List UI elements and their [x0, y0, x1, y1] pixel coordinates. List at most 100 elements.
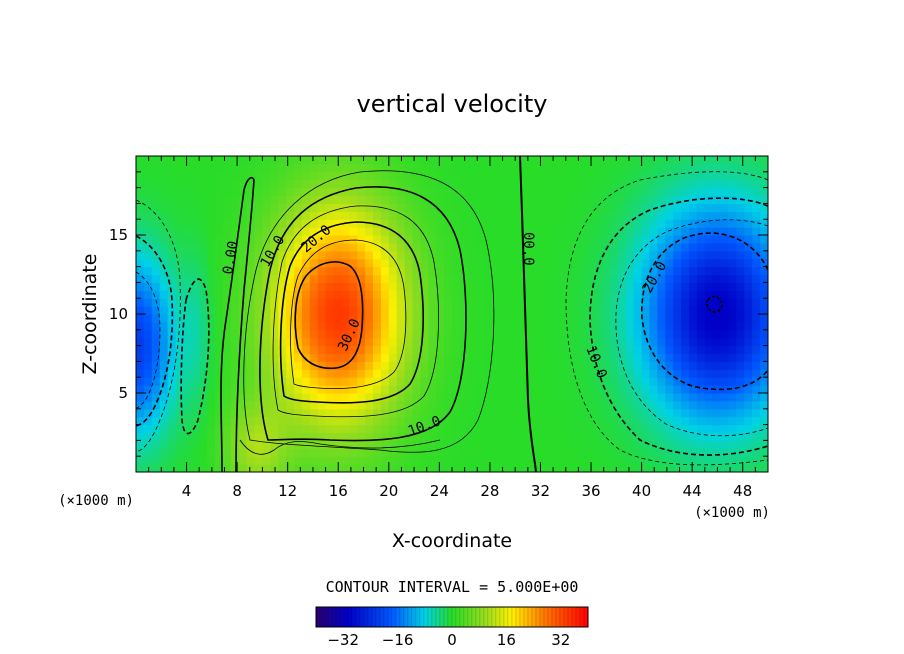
- heatmap-cell: [546, 250, 556, 260]
- heatmap-cell: [459, 211, 469, 220]
- heatmap-cell: [625, 377, 635, 386]
- heatmap-cell: [483, 329, 493, 339]
- heatmap-cell: [254, 203, 263, 212]
- heatmap-cell: [175, 408, 184, 418]
- heatmap-cell: [602, 235, 611, 244]
- heatmap-cell: [309, 314, 319, 323]
- heatmap-cell: [420, 464, 429, 472]
- heatmap-cell: [452, 211, 461, 220]
- heatmap-cell: [483, 345, 493, 355]
- colorbar-segment: [347, 606, 353, 628]
- heatmap-cell: [515, 440, 524, 449]
- heatmap-cell: [262, 242, 271, 252]
- heatmap-cell: [317, 298, 327, 307]
- heatmap-cell: [294, 163, 303, 173]
- heatmap-cell: [278, 195, 287, 204]
- heatmap-cell: [136, 385, 145, 394]
- heatmap-cell: [617, 464, 627, 472]
- heatmap-cell: [404, 250, 414, 260]
- heatmap-cell: [436, 314, 445, 323]
- heatmap-cell: [380, 464, 390, 472]
- heatmap-cell: [357, 448, 366, 457]
- heatmap-cell: [396, 377, 406, 386]
- heatmap-cell: [143, 385, 153, 394]
- heatmap-cell: [222, 187, 232, 197]
- heatmap-cell: [633, 314, 643, 323]
- heatmap-cell: [657, 393, 666, 402]
- heatmap-cell: [230, 179, 240, 189]
- heatmap-cell: [286, 219, 295, 228]
- heatmap-cell: [380, 456, 390, 465]
- heatmap-cell: [483, 321, 493, 331]
- heatmap-cell: [357, 250, 366, 260]
- heatmap-cell: [681, 448, 690, 457]
- heatmap-cell: [633, 424, 643, 434]
- heatmap-cell: [467, 203, 477, 212]
- heatmap-cell: [475, 242, 485, 252]
- heatmap-cell: [649, 203, 658, 212]
- heatmap-cell: [720, 353, 730, 362]
- heatmap-cell: [294, 266, 303, 276]
- heatmap-cell: [238, 250, 248, 260]
- heatmap-cell: [412, 266, 421, 276]
- heatmap-cell: [357, 274, 366, 283]
- heatmap-cell: [404, 400, 414, 410]
- heatmap-cell: [728, 235, 737, 244]
- heatmap-cell: [728, 361, 737, 370]
- heatmap-cell: [665, 195, 674, 204]
- heatmap-cell: [246, 314, 256, 323]
- heatmap-cell: [246, 329, 256, 339]
- heatmap-cell: [610, 329, 619, 339]
- heatmap-cell: [515, 369, 524, 378]
- heatmap-cell: [373, 242, 382, 252]
- heatmap-cell: [467, 274, 477, 283]
- heatmap-cell: [570, 282, 579, 291]
- y-axis-label: Z-coordinate: [79, 254, 101, 375]
- heatmap-cell: [349, 227, 358, 236]
- heatmap-cell: [531, 171, 540, 181]
- heatmap-cell: [720, 337, 730, 347]
- heatmap-cell: [143, 211, 153, 220]
- heatmap-cell: [357, 203, 366, 212]
- heatmap-cell: [665, 416, 674, 426]
- heatmap-cell: [246, 250, 256, 260]
- heatmap-cell: [562, 408, 572, 418]
- heatmap-cell: [388, 274, 398, 283]
- heatmap-cell: [633, 282, 643, 291]
- heatmap-cell: [349, 369, 358, 378]
- heatmap-cell: [531, 408, 540, 418]
- heatmap-cell: [278, 290, 287, 299]
- heatmap-cell: [325, 377, 335, 386]
- heatmap-cell: [207, 329, 216, 339]
- heatmap-cell: [712, 242, 722, 252]
- heatmap-cell: [420, 377, 429, 386]
- heatmap-cell: [610, 337, 619, 347]
- heatmap-cell: [696, 179, 706, 189]
- heatmap-cell: [412, 250, 421, 260]
- heatmap-cell: [396, 408, 406, 418]
- heatmap-cell: [562, 163, 572, 173]
- x-unit-right: (×1000 m): [694, 505, 770, 521]
- heatmap-cell: [507, 179, 516, 189]
- heatmap-cell: [760, 235, 768, 244]
- heatmap-cell: [404, 408, 414, 418]
- heatmap-cell: [712, 258, 722, 268]
- heatmap-cell: [562, 298, 572, 307]
- heatmap-cell: [333, 235, 342, 244]
- heatmap-cell: [357, 242, 366, 252]
- heatmap-cell: [657, 306, 666, 315]
- heatmap-cell: [507, 187, 516, 197]
- heatmap-cell: [286, 156, 295, 165]
- heatmap-cell: [230, 211, 240, 220]
- heatmap-cell: [617, 156, 627, 165]
- heatmap-cell: [373, 179, 382, 189]
- heatmap-cell: [554, 266, 564, 276]
- heatmap-cell: [633, 456, 643, 465]
- heatmap-cell: [625, 440, 635, 449]
- x-tick-label: 40: [632, 482, 651, 500]
- contour-neg-5-mid: [180, 278, 210, 435]
- heatmap-cell: [325, 424, 335, 434]
- heatmap-cell: [602, 242, 611, 252]
- heatmap-cell: [523, 266, 532, 276]
- heatmap-cell: [467, 329, 477, 339]
